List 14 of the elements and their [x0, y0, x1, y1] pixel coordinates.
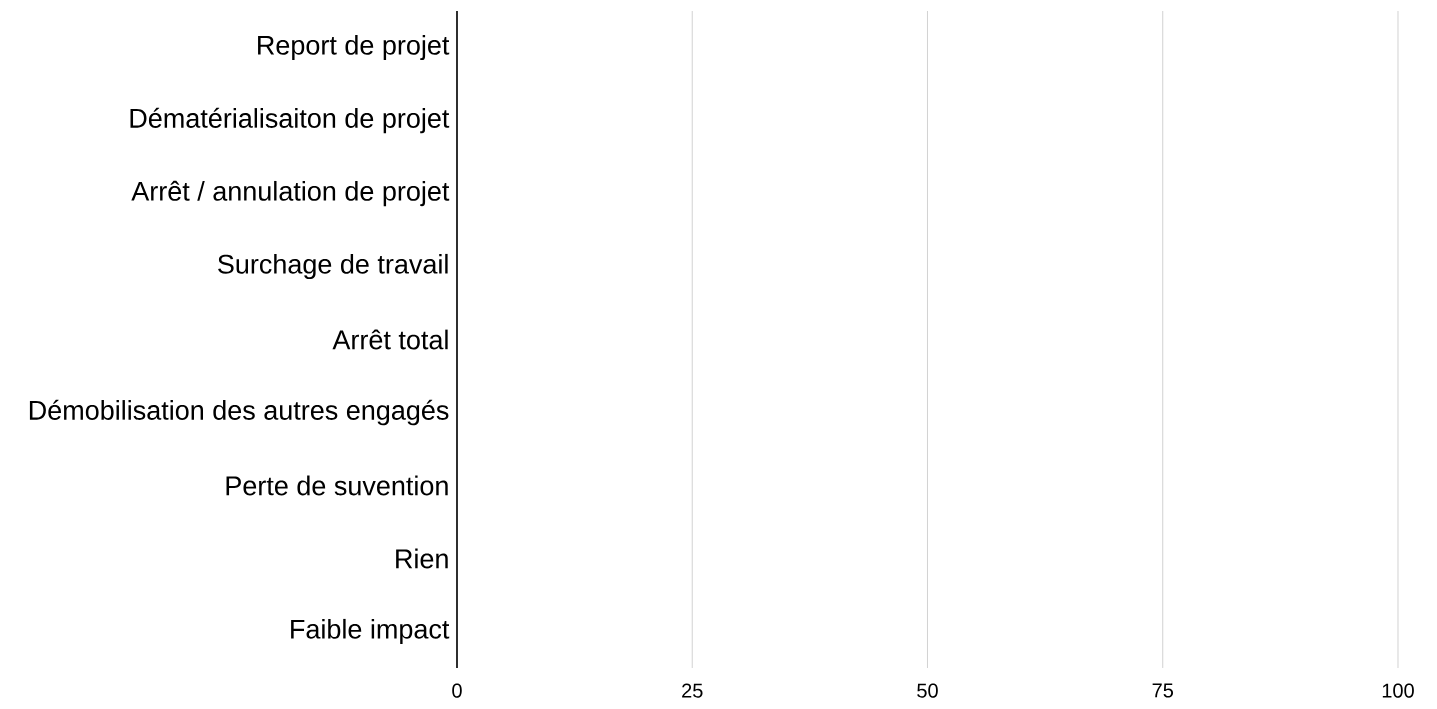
y-tick-label: Perte de suvention: [226, 475, 448, 496]
y-tick-label: Dématérialisaiton de projet: [130, 107, 450, 134]
x-tick-label: 25: [682, 683, 703, 698]
y-tick-label: Démobilisation des autres engagés: [29, 399, 449, 426]
y-tick-label: Rien: [396, 548, 448, 569]
y-tick-label: Arrêt total: [332, 329, 448, 350]
x-tick-label: 100: [1382, 683, 1414, 698]
y-tick-label: Faible impact: [291, 618, 450, 645]
y-tick-label: Surchage de travail: [218, 253, 448, 280]
x-tick-label: 0: [452, 683, 462, 698]
y-tick-label: Report de projet: [258, 34, 450, 61]
x-tick-label: 50: [917, 683, 938, 698]
y-tick-label: Arrêt / annulation de projet: [131, 180, 450, 207]
x-tick-label: 75: [1152, 683, 1174, 698]
